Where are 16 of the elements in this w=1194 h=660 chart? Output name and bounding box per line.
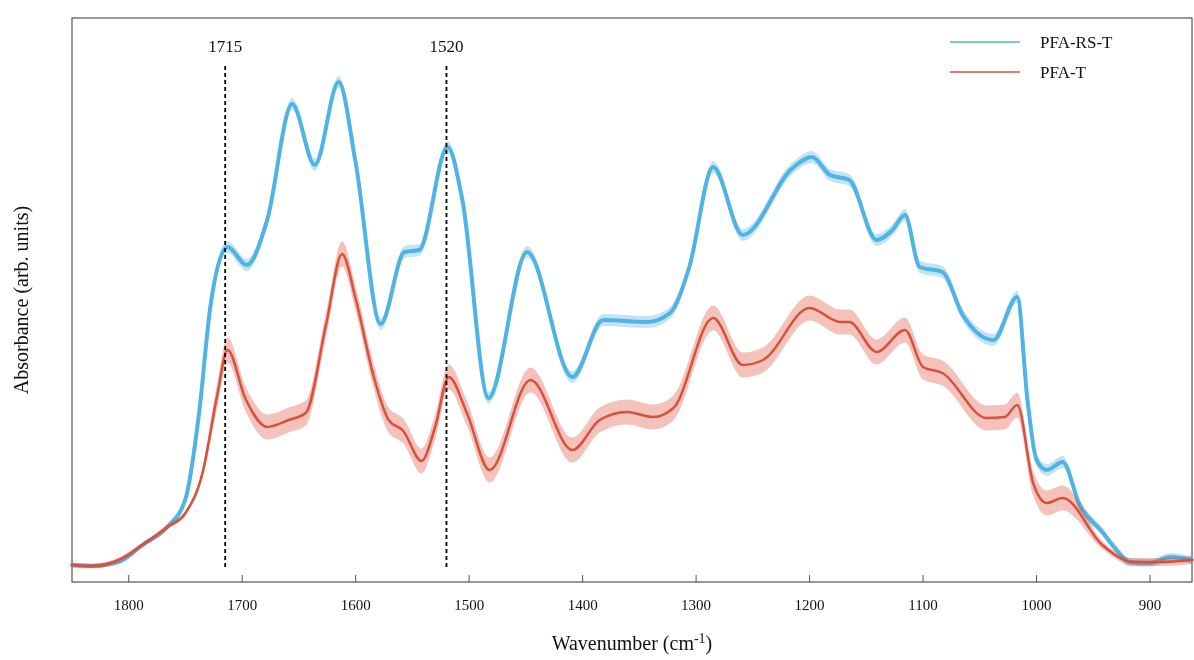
x-tick-label: 1000 <box>1021 597 1052 613</box>
x-tick-label: 1600 <box>340 597 371 613</box>
x-tick-label: 900 <box>1138 597 1162 613</box>
legend-label: PFA-RS-T <box>1040 33 1114 52</box>
x-axis-title: Wavenumber (cm$^{-1}$) <box>551 630 713 655</box>
x-tick-label: 1300 <box>681 597 712 613</box>
legend-label: PFA-T <box>1040 63 1087 82</box>
ref-line-label: 1520 <box>429 37 464 56</box>
ref-line-label: 1715 <box>208 37 243 56</box>
x-tick-label: 1700 <box>227 597 258 613</box>
x-tick-label: 1200 <box>794 597 825 613</box>
x-tick-label: 1500 <box>454 597 485 613</box>
x-tick-label: 1800 <box>113 597 144 613</box>
x-tick-label: 1400 <box>567 597 598 613</box>
y-axis-title: Absorbance (arb. units) <box>10 205 33 395</box>
x-tick-label: 1100 <box>908 597 938 613</box>
